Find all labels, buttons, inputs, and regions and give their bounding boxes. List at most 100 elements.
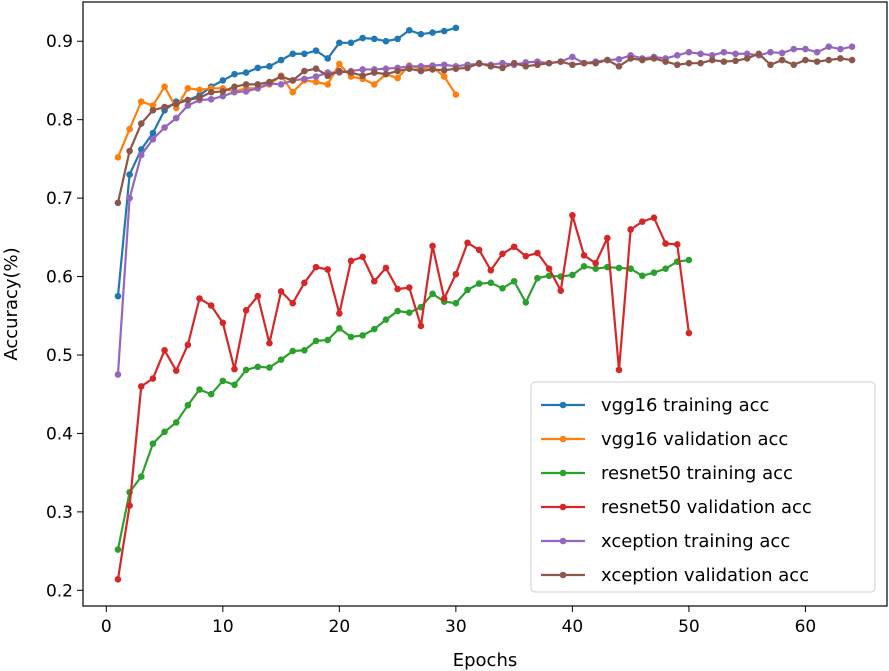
data-point [207, 302, 215, 309]
data-point [475, 59, 483, 67]
data-point [137, 120, 145, 127]
data-point [266, 63, 273, 70]
data-point [452, 91, 460, 98]
legend-frame [530, 381, 876, 593]
legend-label: vgg16 training acc [601, 395, 769, 416]
data-point [662, 58, 669, 65]
data-point [685, 329, 693, 337]
data-point [184, 401, 192, 409]
data-point [440, 295, 448, 302]
data-point [196, 94, 203, 101]
x-tick-label: 60 [795, 617, 817, 637]
data-point [615, 55, 623, 63]
data-point [545, 59, 553, 67]
data-point [813, 58, 821, 65]
data-point [685, 48, 693, 56]
data-point [790, 61, 798, 69]
data-point [161, 124, 168, 131]
data-point [487, 266, 495, 274]
data-point [219, 319, 227, 327]
data-point [347, 257, 355, 265]
legend-item-xception-validation-acc: xception validation acc [541, 565, 809, 586]
data-point [475, 280, 483, 287]
data-point [417, 30, 425, 38]
data-point [347, 69, 355, 76]
data-point [615, 63, 623, 70]
data-point [196, 86, 203, 94]
data-point [359, 34, 366, 42]
data-point [545, 265, 553, 273]
y-tick-label: 0.4 [46, 424, 73, 444]
data-point [266, 364, 273, 371]
data-point [848, 43, 856, 51]
series-resnet50-validation-acc [114, 212, 693, 583]
y-tick-label: 0.6 [46, 268, 73, 288]
data-point [149, 102, 157, 109]
y-axis-ticks: 0.2 0.3 0.4 0.5 0.6 0.7 0.8 0.9 [46, 32, 83, 601]
data-point [196, 386, 203, 393]
y-axis-label: Accuracy(%) [1, 247, 22, 360]
data-point [440, 61, 448, 69]
data-point [126, 171, 133, 178]
data-point [837, 55, 844, 62]
data-point [697, 50, 704, 58]
data-point [289, 347, 297, 355]
legend-label: xception training acc [601, 531, 790, 552]
data-point [149, 375, 157, 382]
data-point [580, 252, 588, 259]
series-line-vgg16-training-acc [116, 26, 457, 297]
data-point [172, 419, 180, 426]
data-point [126, 502, 133, 509]
data-point [371, 277, 378, 285]
data-point [289, 50, 297, 58]
legend-label: resnet50 validation acc [601, 497, 812, 518]
data-point [615, 264, 623, 272]
data-point [405, 26, 413, 34]
data-point [231, 381, 238, 389]
data-point [301, 75, 308, 83]
data-point [708, 52, 716, 59]
data-point [126, 194, 133, 202]
data-point [242, 88, 250, 95]
data-point [301, 50, 308, 58]
data-point [242, 366, 250, 374]
data-point [149, 135, 157, 143]
data-point [359, 66, 366, 73]
x-tick-label: 50 [678, 617, 700, 637]
data-point [673, 241, 681, 248]
data-point [324, 266, 331, 273]
data-point [837, 45, 844, 53]
data-point [487, 63, 495, 70]
data-point [114, 199, 122, 207]
data-point [219, 88, 227, 95]
y-tick-label: 0.5 [46, 346, 73, 366]
legend-items: vgg16 training acc vgg16 validation acc re… [541, 395, 812, 586]
data-point [371, 35, 378, 43]
data-point [219, 77, 227, 84]
data-point [242, 69, 250, 76]
data-point [254, 292, 262, 300]
data-point [184, 96, 192, 104]
data-point [289, 299, 297, 307]
data-point [312, 78, 320, 86]
data-point [172, 367, 180, 374]
data-point [312, 73, 320, 80]
data-point [137, 383, 145, 390]
data-point [755, 50, 763, 58]
data-point [312, 337, 320, 345]
data-point [161, 428, 168, 436]
data-point [534, 61, 541, 69]
y-tick-label: 0.9 [46, 32, 73, 52]
y-tick-label: 0.3 [46, 503, 73, 523]
data-point [604, 234, 611, 242]
data-point [324, 81, 331, 88]
data-point [650, 55, 658, 62]
series-resnet50-training-acc [114, 256, 693, 553]
data-point [301, 279, 308, 287]
legend-item-vgg16-validation-acc: vgg16 validation acc [541, 429, 788, 450]
data-point [172, 114, 180, 122]
y-tick-label: 0.7 [46, 189, 73, 209]
data-point [382, 264, 390, 272]
data-point [405, 65, 413, 72]
data-point [743, 55, 751, 62]
